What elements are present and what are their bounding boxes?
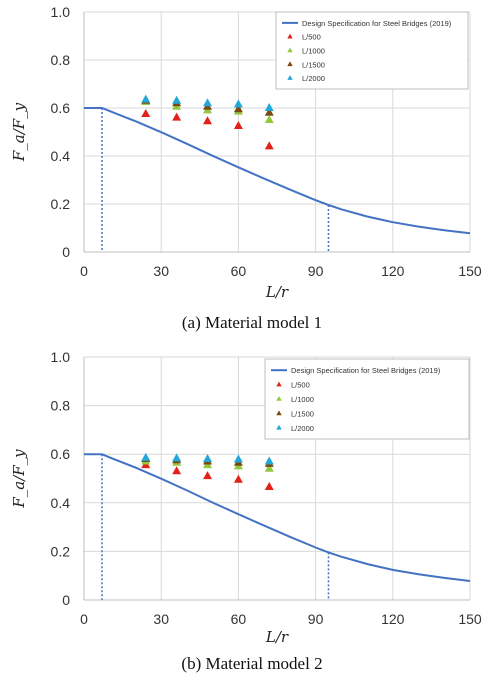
legend-label: Design Specification for Steel Bridges (… <box>302 19 452 28</box>
y-tick-label: 0.6 <box>51 446 71 462</box>
data-point-triangle <box>141 94 151 103</box>
legend: Design Specification for Steel Bridges (… <box>264 358 470 440</box>
series-l-500 <box>141 109 274 150</box>
data-point-triangle <box>203 454 213 463</box>
y-tick-label: 0.2 <box>51 543 71 559</box>
legend-triangle-swatch <box>287 61 293 67</box>
y-tick-label: 0 <box>62 244 70 260</box>
figure-caption: (a) Material model 1 <box>182 313 322 332</box>
data-point-triangle <box>203 471 213 480</box>
design-curve-line <box>84 453 471 582</box>
x-axis-label: L/r <box>265 283 289 301</box>
figure-caption: (b) Material model 2 <box>181 654 322 673</box>
y-tick-label: 0.4 <box>51 495 71 511</box>
legend-label: L/2000 <box>302 74 325 83</box>
data-point-triangle <box>264 482 274 491</box>
series-l-2000 <box>141 94 274 111</box>
legend: Design Specification for Steel Bridges (… <box>275 11 469 90</box>
legend-label: Design Specification for Steel Bridges (… <box>291 366 441 375</box>
chart-a: 0 30 60 90 120 150 0 0.2 0.4 0.6 0.8 1.0 Design Spec… <box>10 4 482 332</box>
y-tick-label: 1.0 <box>51 349 71 365</box>
x-tick-label: 30 <box>153 611 169 627</box>
legend-label: L/500 <box>291 381 310 390</box>
x-axis-label: L/r <box>265 628 289 646</box>
legend-label: L/2000 <box>291 424 314 433</box>
x-tick-label: 90 <box>308 263 324 279</box>
data-point-triangle <box>233 104 243 113</box>
y-axis-label: F_a/F_y <box>10 102 28 162</box>
legend-triangle-swatch <box>287 33 293 39</box>
y-axis-label: F_a/F_y <box>10 449 28 509</box>
data-point-triangle <box>264 463 274 472</box>
data-point-triangle <box>264 456 274 465</box>
x-tick-label: 30 <box>153 263 169 279</box>
legend-triangle-swatch <box>287 47 293 53</box>
x-tick-label: 0 <box>80 611 88 627</box>
data-point-triangle <box>264 115 274 123</box>
y-tick-label: 1.0 <box>51 4 71 20</box>
legend-label: L/1500 <box>302 60 325 69</box>
y-tick-label: 0.8 <box>51 52 71 68</box>
x-tick-label: 120 <box>381 611 405 627</box>
legend-triangle-swatch <box>276 396 282 401</box>
legend-triangle-swatch <box>287 75 293 80</box>
data-point-triangle <box>172 453 182 462</box>
data-point-triangle <box>172 112 182 121</box>
data-point-triangle <box>233 474 243 483</box>
design-curve-line <box>84 107 471 235</box>
data-point-triangle <box>264 107 274 116</box>
data-point-triangle <box>264 103 274 111</box>
legend-box <box>275 11 469 90</box>
data-point-triangle <box>203 116 213 125</box>
data-point-triangle <box>233 121 243 129</box>
chart-b: 0 30 60 90 120 150 0 0.2 0.4 0.6 0.8 1.0 Design Spec… <box>10 349 482 673</box>
x-tick-label: 150 <box>458 263 482 279</box>
legend-label: L/1000 <box>291 395 314 404</box>
legend-label: L/500 <box>302 33 321 42</box>
data-point-triangle <box>141 452 151 461</box>
y-tick-label: 0.6 <box>51 100 71 116</box>
data-point-triangle <box>233 454 243 463</box>
x-tick-label: 60 <box>231 263 247 279</box>
legend-triangle-swatch <box>276 381 282 387</box>
y-tick-label: 0.4 <box>51 148 71 164</box>
legend-triangle-swatch <box>276 424 282 430</box>
x-tick-label: 120 <box>381 263 405 279</box>
legend-box <box>264 358 470 440</box>
y-tick-label: 0.8 <box>51 398 71 414</box>
x-tick-label: 60 <box>231 611 247 627</box>
series-l-2000 <box>141 452 274 465</box>
gridlines <box>84 356 471 600</box>
data-point-triangle <box>233 99 243 108</box>
y-tick-label: 0 <box>62 592 70 608</box>
data-point-triangle <box>141 109 151 117</box>
y-tick-label: 0.2 <box>51 196 71 212</box>
data-point-triangle <box>172 95 182 104</box>
legend-label: L/1500 <box>291 409 314 418</box>
x-tick-label: 90 <box>308 611 324 627</box>
legend-triangle-swatch <box>276 410 282 416</box>
data-point-triangle <box>264 141 274 150</box>
x-tick-label: 150 <box>458 611 482 627</box>
data-point-triangle <box>203 98 213 107</box>
x-tick-label: 0 <box>80 263 88 279</box>
data-point-triangle <box>172 466 182 475</box>
legend-label: L/1000 <box>302 47 325 56</box>
